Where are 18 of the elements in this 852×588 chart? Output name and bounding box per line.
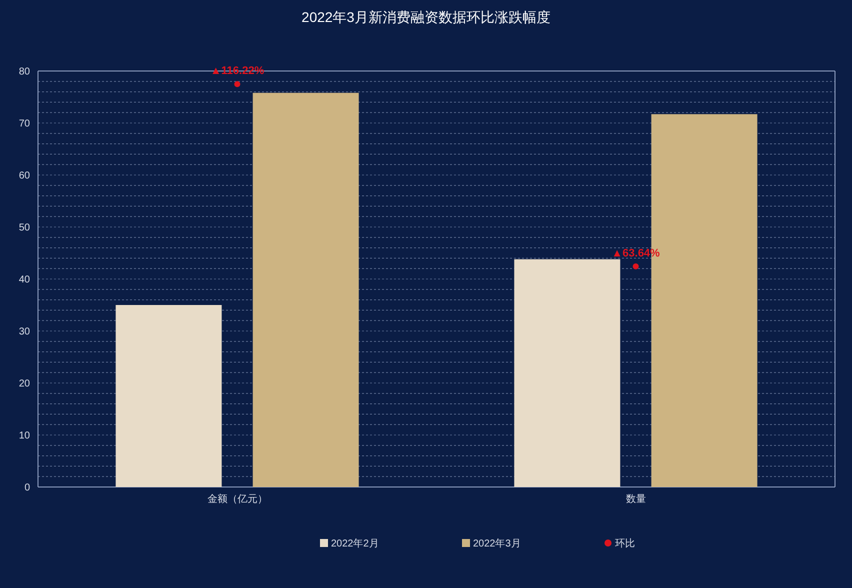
y-tick-label: 70: [18, 118, 30, 130]
x-tick-label: 数量: [626, 494, 646, 505]
y-tick-label: 30: [18, 326, 30, 338]
y-tick-label: 50: [18, 222, 30, 234]
bar: [252, 92, 359, 487]
chart-title: 2022年3月新消费融资数据环比涨跌幅度: [302, 9, 550, 25]
y-tick-label: 20: [18, 378, 30, 390]
y-tick-label: 60: [18, 170, 30, 182]
bar: [116, 305, 222, 487]
legend-label: 环比: [615, 538, 635, 550]
legend-label: 2022年3月: [473, 538, 521, 550]
legend-label: 2022年2月: [331, 538, 379, 550]
y-tick-label: 10: [18, 430, 30, 442]
y-tick-label: 80: [18, 66, 30, 78]
y-tick-label: 0: [24, 482, 30, 494]
x-tick-label: 金额（亿元）: [207, 493, 268, 505]
y-tick-label: 40: [18, 274, 30, 286]
bar: [514, 259, 620, 487]
